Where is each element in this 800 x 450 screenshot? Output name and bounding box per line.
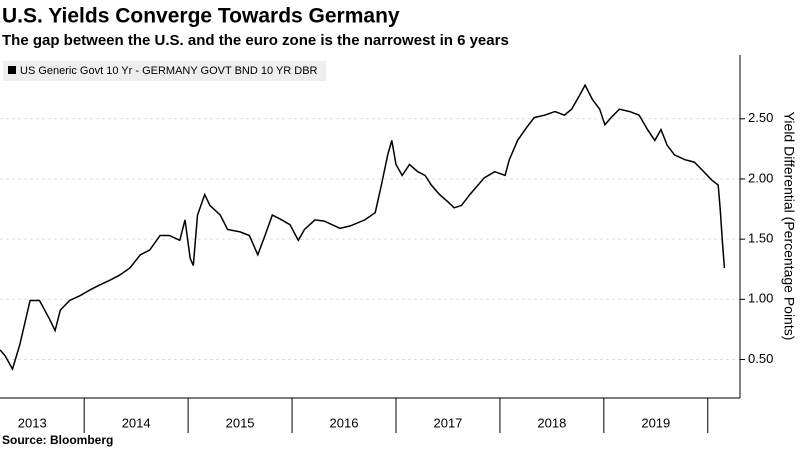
y-tick-label: 0.50 (748, 351, 773, 366)
source: Source: Bloomberg (2, 433, 113, 447)
y-tick-label: 1.00 (748, 291, 773, 306)
x-tick-label: 2018 (537, 415, 566, 430)
y-axis-title: Yield Differential (Percentage Points) (781, 112, 797, 341)
legend-label: US Generic Govt 10 Yr - GERMANY GOVT BND… (20, 65, 318, 77)
y-tick-label: 2.00 (748, 170, 773, 185)
x-tick-label: 2016 (330, 415, 359, 430)
x-tick-label: 2013 (18, 415, 47, 430)
x-tick-label: 2019 (641, 415, 670, 430)
x-tick-label: 2017 (433, 415, 462, 430)
x-tick-label: 2014 (122, 415, 151, 430)
y-tick-label: 1.50 (748, 231, 773, 246)
chart-title: U.S. Yields Converge Towards Germany (2, 5, 400, 28)
line (0, 83, 726, 372)
legend-swatch (8, 66, 16, 74)
chart-subtitle: The gap between the U.S. and the euro zo… (2, 32, 509, 49)
legend-box (3, 61, 326, 81)
x-tick-label: 2015 (226, 415, 255, 430)
y-tick-label: 2.50 (748, 110, 773, 125)
